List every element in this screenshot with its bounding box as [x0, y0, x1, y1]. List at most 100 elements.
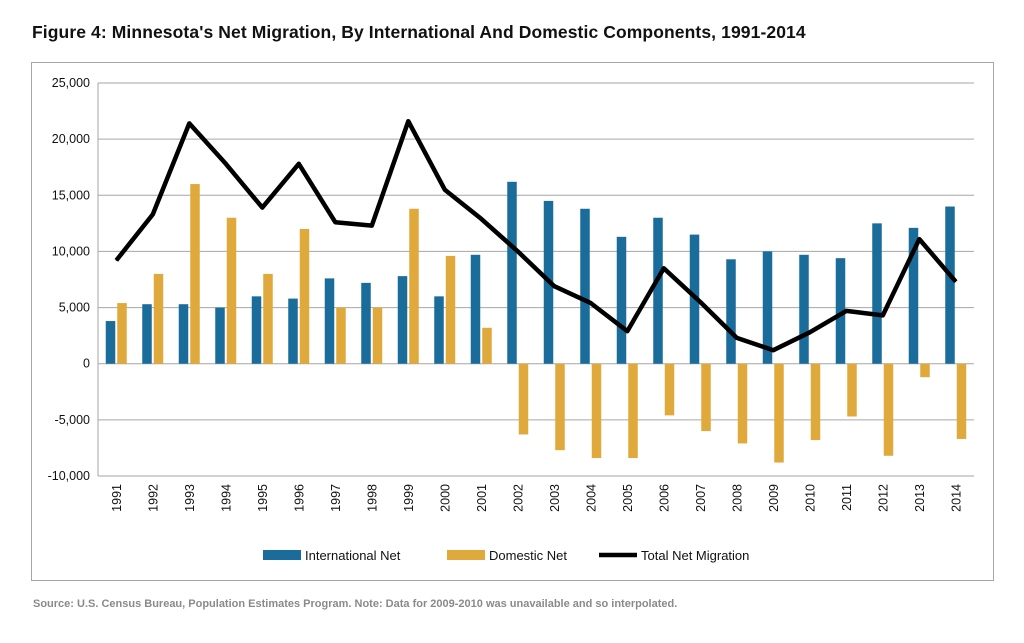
- bar-domestic: [299, 228, 310, 364]
- bar-international: [434, 296, 444, 364]
- bar-international: [835, 258, 846, 364]
- bar-domestic: [372, 307, 383, 364]
- bar-domestic: [701, 363, 711, 432]
- total-net-migration-line: [114, 118, 958, 353]
- bar-international: [945, 206, 955, 364]
- total-point: [444, 189, 446, 191]
- total-point: [334, 221, 336, 223]
- x-tick-label: 2009: [767, 484, 781, 512]
- bar-domestic: [555, 363, 565, 451]
- total-point: [407, 120, 409, 122]
- x-tick-label: 1992: [146, 484, 160, 512]
- bar-domestic: [591, 363, 602, 459]
- x-axis-ticks: 1991 1992 1993 1994 1995 1996 1997 1998 1999 2000…: [110, 484, 964, 512]
- chart-svg: 25,000 20,000 15,000 10,000 5,000 0 -5,000 -10,…: [48, 76, 974, 563]
- total-point: [152, 213, 154, 215]
- total-point: [882, 314, 884, 316]
- bar-domestic: [628, 363, 638, 459]
- y-tick-label: 10,000: [52, 244, 90, 258]
- y-tick-label: -5,000: [55, 413, 90, 427]
- total-point: [590, 302, 592, 304]
- total-point: [115, 259, 117, 261]
- x-tick-label: 2006: [657, 484, 671, 512]
- total-point: [699, 301, 701, 303]
- bar-domestic: [664, 363, 675, 416]
- x-tick-label: 2010: [803, 484, 817, 512]
- bar-domestic: [153, 273, 164, 364]
- bar-international: [251, 296, 262, 364]
- source-note: Source: U.S. Census Bureau, Population E…: [33, 598, 678, 610]
- y-tick-label: 15,000: [52, 188, 90, 202]
- x-tick-label: 2003: [548, 484, 562, 512]
- bar-domestic: [445, 255, 456, 364]
- bar-domestic: [263, 273, 273, 364]
- x-tick-label: 1996: [292, 484, 306, 512]
- bar-domestic: [774, 363, 784, 463]
- x-tick-label: 2007: [694, 484, 708, 512]
- x-tick-label: 1994: [219, 484, 233, 512]
- x-tick-label: 1995: [256, 484, 270, 512]
- bar-international: [470, 254, 481, 364]
- bar-international: [142, 304, 152, 364]
- bar-international: [361, 282, 371, 364]
- y-tick-label: 20,000: [52, 132, 90, 146]
- x-tick-label: 2013: [913, 484, 927, 512]
- y-tick-label: 0: [83, 357, 90, 371]
- total-point: [371, 225, 373, 227]
- legend-label: International Net: [305, 548, 401, 563]
- bar-international: [397, 276, 408, 364]
- x-tick-label: 2002: [511, 484, 525, 512]
- bar-international: [105, 321, 116, 364]
- bar-international: [616, 236, 627, 364]
- bar-domestic: [190, 184, 200, 364]
- x-tick-label: 2005: [621, 484, 635, 512]
- bar-international: [507, 181, 517, 364]
- bar-international: [215, 307, 225, 364]
- total-point: [736, 337, 738, 339]
- x-tick-label: 1993: [183, 484, 197, 512]
- x-tick-label: 2001: [475, 484, 489, 512]
- legend-label: Domestic Net: [489, 548, 567, 563]
- bar-domestic: [336, 307, 346, 364]
- total-point: [480, 218, 482, 220]
- y-tick-label: 5,000: [59, 301, 90, 315]
- total-point: [918, 238, 920, 240]
- y-tick-label: 25,000: [52, 76, 90, 90]
- legend: International Net Domestic Net Total Net M…: [263, 548, 749, 563]
- total-line: [114, 118, 958, 353]
- legend-swatch: [447, 550, 485, 560]
- legend-swatch: [263, 550, 301, 560]
- x-tick-label: 1998: [365, 484, 379, 512]
- bar-domestic: [920, 363, 930, 378]
- bar-international: [580, 208, 590, 364]
- chart-title: Figure 4: Minnesota's Net Migration, By …: [32, 22, 806, 42]
- total-point: [845, 310, 847, 312]
- bar-international: [324, 278, 335, 364]
- bar-domestic: [409, 208, 419, 364]
- total-point: [298, 163, 300, 165]
- bars: [105, 181, 967, 463]
- bar-domestic: [226, 217, 237, 364]
- x-tick-label: 1991: [110, 484, 124, 512]
- total-point: [261, 207, 263, 209]
- bar-international: [908, 227, 919, 364]
- bar-international: [288, 298, 298, 364]
- x-tick-label: 2014: [949, 484, 963, 512]
- total-point: [663, 267, 665, 269]
- bar-domestic: [518, 363, 529, 435]
- bar-international: [762, 251, 773, 364]
- y-tick-label: -10,000: [48, 469, 90, 483]
- bar-international: [726, 259, 736, 364]
- total-point: [772, 349, 774, 351]
- bar-domestic: [810, 363, 821, 441]
- x-tick-label: 2008: [730, 484, 744, 512]
- gridlines: [97, 82, 974, 477]
- x-tick-label: 2004: [584, 484, 598, 512]
- bar-domestic: [117, 303, 127, 364]
- total-point: [955, 281, 957, 283]
- total-point: [188, 122, 190, 124]
- total-point: [809, 331, 811, 333]
- bar-international: [178, 304, 189, 364]
- bar-international: [799, 254, 809, 364]
- x-tick-label: 2012: [876, 484, 890, 512]
